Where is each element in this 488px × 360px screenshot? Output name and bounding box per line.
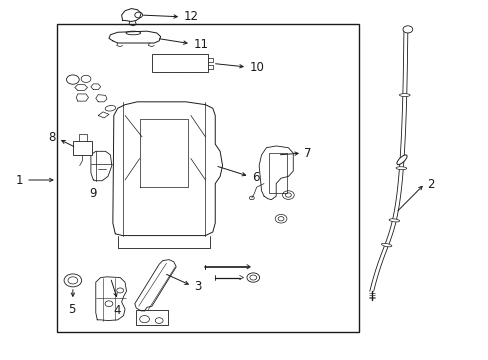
Text: 1: 1: [16, 174, 23, 186]
Ellipse shape: [381, 243, 391, 247]
Ellipse shape: [395, 167, 406, 170]
Bar: [57, 24, 358, 332]
Bar: [73, 140, 92, 155]
Text: 3: 3: [193, 280, 201, 293]
Ellipse shape: [399, 94, 409, 96]
Text: 5: 5: [67, 303, 75, 316]
Text: 6: 6: [251, 171, 259, 184]
Text: 12: 12: [183, 10, 198, 23]
Ellipse shape: [396, 155, 406, 165]
Text: 11: 11: [193, 38, 208, 51]
Text: 7: 7: [304, 147, 311, 160]
Bar: [152, 54, 207, 72]
Ellipse shape: [388, 219, 399, 222]
Bar: [268, 153, 287, 193]
Bar: [79, 134, 87, 140]
Circle shape: [402, 26, 412, 33]
Text: 10: 10: [249, 61, 264, 74]
Text: 8: 8: [48, 131, 55, 144]
Text: 4: 4: [113, 304, 120, 317]
Bar: [136, 310, 167, 325]
Text: 2: 2: [427, 178, 434, 191]
Text: 9: 9: [89, 187, 97, 200]
